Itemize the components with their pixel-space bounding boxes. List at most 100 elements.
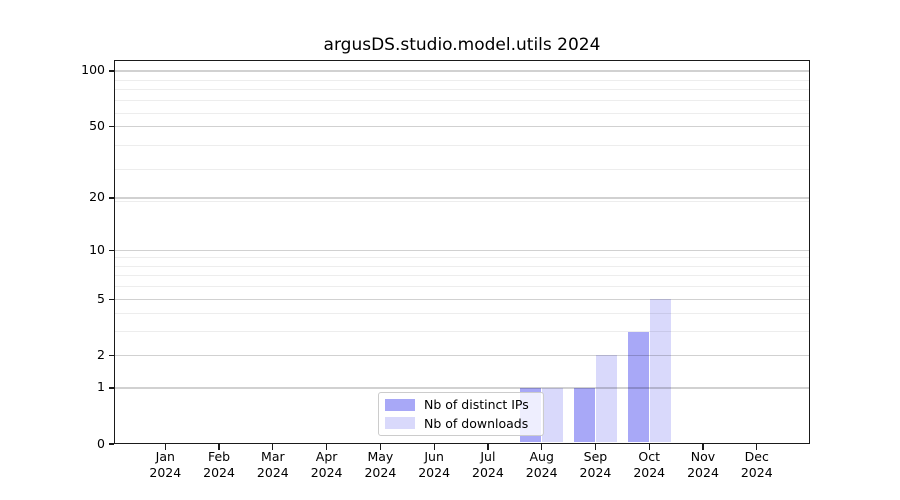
gridline-minor — [115, 89, 809, 91]
gridline-major — [115, 197, 809, 199]
axes-spines — [114, 60, 810, 444]
legend: Nb of distinct IPs Nb of downloads — [378, 392, 544, 436]
gridline-major — [115, 354, 809, 356]
x-tick-month-nov: Nov — [690, 449, 716, 464]
x-tick — [272, 444, 274, 450]
gridline-minor — [115, 168, 809, 170]
x-tick — [218, 444, 220, 450]
x-tick-month-jan: Jan — [155, 449, 175, 464]
x-tick-month-dec: Dec — [744, 449, 769, 464]
y-tick-label-2: 2 — [97, 346, 105, 362]
x-tick-label-jan: Jan 2024 — [123, 449, 207, 481]
x-tick-label-aug: Aug 2024 — [500, 449, 584, 481]
x-tick-year-aug: 2024 — [525, 465, 558, 480]
x-tick-year-nov: 2024 — [687, 465, 719, 480]
x-tick — [648, 444, 650, 450]
x-tick — [541, 444, 543, 450]
gridline-minor — [115, 331, 809, 333]
gridline-minor — [115, 257, 809, 259]
y-tick — [108, 387, 114, 389]
x-tick-year-mar: 2024 — [256, 465, 289, 480]
y-tick — [108, 197, 114, 199]
x-tick-year-jan: 2024 — [149, 465, 182, 480]
y-tick-label-0: 0 — [97, 435, 105, 451]
x-tick — [326, 444, 328, 450]
x-tick-label-feb: Feb 2024 — [177, 449, 261, 481]
x-tick — [594, 444, 597, 450]
legend-label-distinct-ips: Nb of distinct IPs — [424, 397, 529, 413]
gridline-minor — [115, 145, 809, 147]
x-tick-label-mar: Mar 2024 — [231, 449, 315, 481]
x-tick-label-sep: Sep 2024 — [553, 449, 637, 481]
y-tick-label-5: 5 — [97, 290, 105, 306]
legend-swatch-distinct-ips — [385, 398, 415, 412]
y-tick-label-20: 20 — [89, 189, 105, 205]
x-tick — [379, 444, 381, 450]
x-tick-month-sep: Sep — [583, 449, 608, 464]
x-tick-label-nov: Nov 2024 — [661, 449, 745, 481]
gridline-minor — [115, 265, 809, 267]
gridline-major — [115, 70, 809, 72]
y-tick — [108, 298, 114, 300]
x-tick-month-may: May — [367, 449, 394, 464]
legend-item-downloads: Nb of downloads — [385, 415, 537, 432]
y-tick — [108, 354, 114, 356]
y-tick — [108, 70, 114, 72]
x-tick-month-feb: Feb — [207, 449, 231, 464]
y-tick-label-50: 50 — [89, 117, 105, 133]
x-tick-year-may: 2024 — [364, 465, 397, 480]
x-tick-label-jun: Jun 2024 — [392, 449, 476, 481]
x-tick-year-sep: 2024 — [579, 465, 612, 480]
x-tick-month-oct: Oct — [638, 449, 661, 464]
x-tick-month-aug: Aug — [529, 449, 554, 464]
x-tick-label-may: May 2024 — [338, 449, 422, 481]
y-tick — [108, 443, 114, 445]
y-tick-label-100: 100 — [81, 62, 105, 78]
x-tick-label-apr: Apr 2024 — [285, 449, 369, 481]
gridline-minor — [115, 286, 809, 288]
bar-distinct-ips-sep — [573, 387, 595, 443]
legend-item-distinct-ips: Nb of distinct IPs — [385, 396, 537, 413]
x-tick-month-jun: Jun — [424, 449, 444, 464]
legend-label-downloads: Nb of downloads — [424, 415, 529, 431]
x-tick-year-apr: 2024 — [310, 465, 343, 480]
gridline-minor — [115, 100, 809, 102]
x-tick-year-jul: 2024 — [472, 465, 504, 480]
bar-distinct-ips-oct — [627, 331, 649, 443]
x-tick-year-feb: 2024 — [203, 465, 235, 480]
gridline-minor — [115, 112, 809, 114]
bar-downloads-aug — [542, 387, 564, 443]
gridline-major — [115, 249, 809, 251]
x-tick — [756, 444, 758, 450]
x-tick — [702, 444, 704, 450]
y-tick — [108, 249, 114, 251]
x-tick-month-apr: Apr — [315, 449, 338, 464]
y-tick-label-10: 10 — [89, 241, 105, 257]
legend-swatch-downloads — [385, 416, 415, 430]
gridline-minor — [115, 275, 809, 277]
gridline-minor — [115, 79, 809, 81]
chart-title: argusDS.studio.model.utils 2024 — [323, 35, 601, 55]
gridline-minor — [115, 313, 809, 315]
gridline-major — [115, 387, 809, 389]
y-tick — [108, 125, 114, 127]
gridline-major — [115, 125, 809, 127]
x-tick-label-dec: Dec 2024 — [715, 449, 799, 481]
gridline-minor — [115, 201, 809, 203]
x-tick — [164, 444, 166, 450]
x-tick — [487, 444, 489, 450]
x-tick-year-oct: 2024 — [633, 465, 666, 480]
x-tick-label-jul: Jul 2024 — [446, 449, 530, 481]
x-tick — [433, 444, 435, 450]
x-tick-month-mar: Mar — [261, 449, 285, 464]
y-tick-label-1: 1 — [97, 379, 105, 395]
bar-downloads-sep — [595, 355, 617, 443]
bar-downloads-oct — [649, 299, 671, 443]
x-tick-year-dec: 2024 — [740, 465, 773, 480]
x-tick-year-jun: 2024 — [418, 465, 451, 480]
x-tick-month-jul: Jul — [480, 449, 496, 464]
x-tick-label-oct: Oct 2024 — [607, 449, 691, 481]
gridline-major — [115, 298, 809, 300]
